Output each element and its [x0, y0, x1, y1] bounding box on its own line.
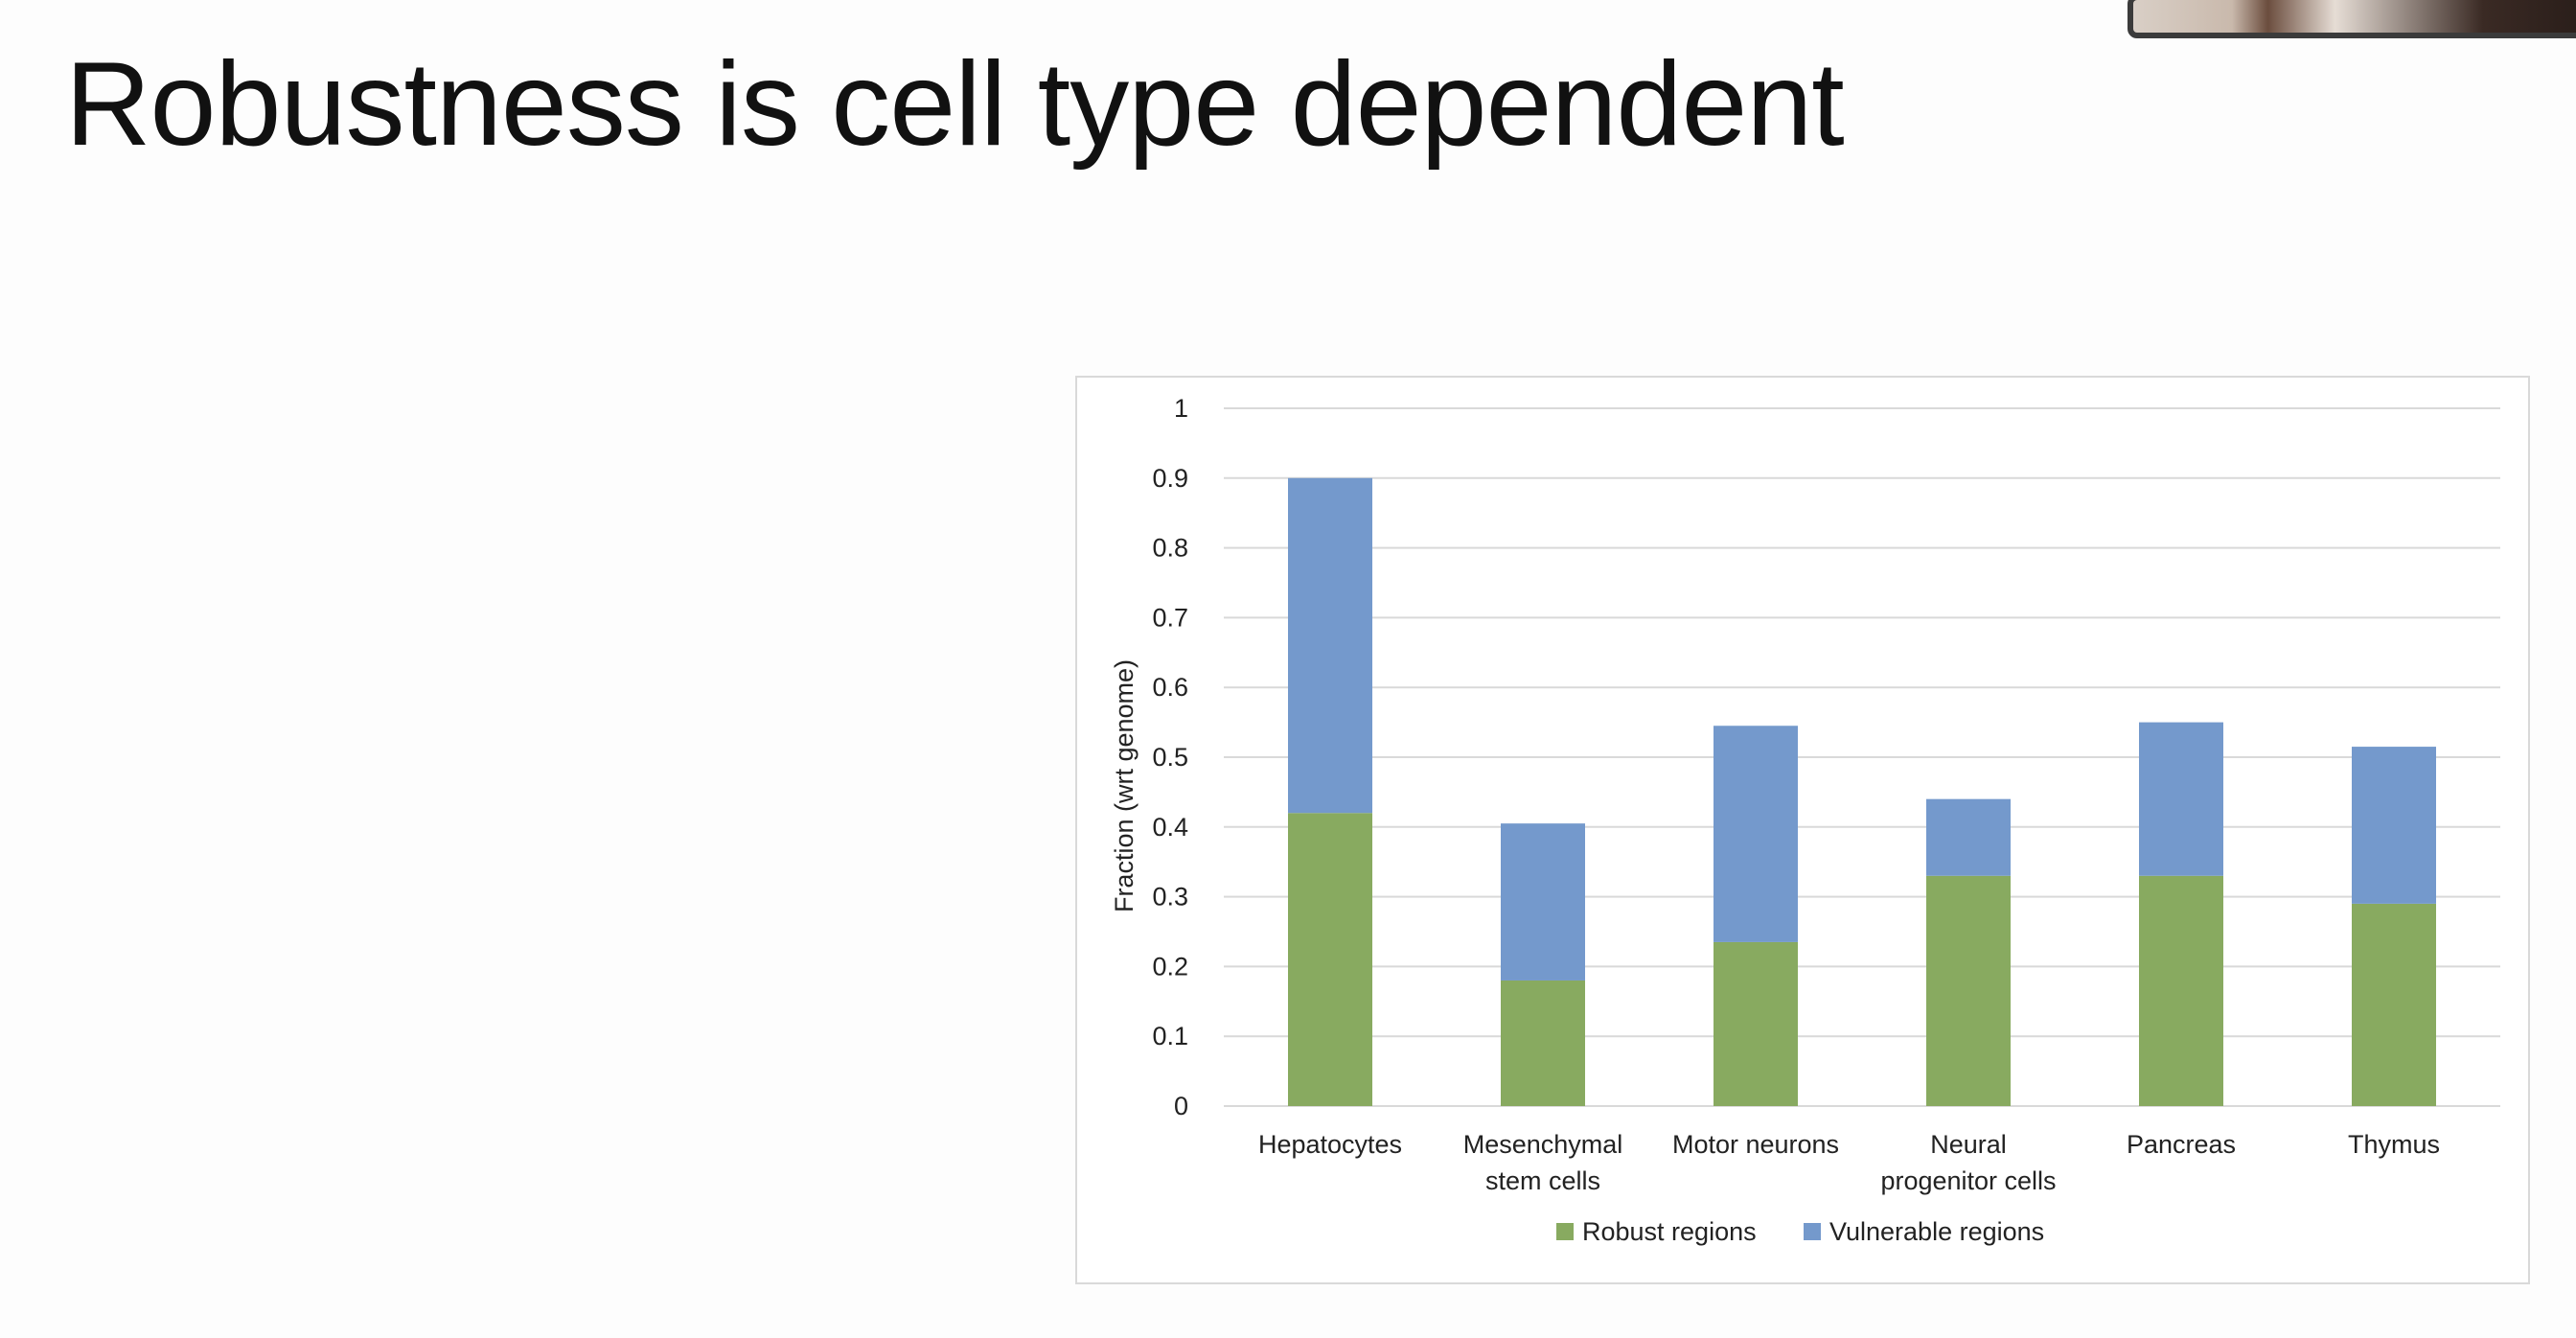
- bar-vulnerable: [2352, 747, 2436, 904]
- y-tick-label: 0.9: [1152, 464, 1188, 493]
- y-tick-label: 0.5: [1152, 743, 1188, 772]
- x-category-label: Motor neurons: [1672, 1130, 1839, 1159]
- legend-swatch-robust: [1556, 1223, 1574, 1240]
- bar-vulnerable: [1926, 798, 2011, 876]
- slide-title: Robustness is cell type dependent: [65, 38, 1845, 171]
- legend-swatch-vulnerable: [1804, 1223, 1821, 1240]
- bar-vulnerable: [2139, 722, 2223, 876]
- x-category-label: Neural: [1930, 1130, 2007, 1159]
- x-category-label: Hepatocytes: [1258, 1130, 1402, 1159]
- bar-vulnerable: [1288, 477, 1372, 814]
- y-tick-label: 0.3: [1152, 883, 1188, 911]
- y-tick-label: 1: [1174, 394, 1188, 423]
- bar-robust: [1501, 980, 1585, 1106]
- bar-robust: [1926, 875, 2011, 1106]
- stacked-bar-chart: 0 0.1 0.2 0.3 0.4 0.5 0.6 0.7 0.8 0.9 1 Hepatocyte…: [1110, 394, 2500, 1246]
- chart-frame: 0 0.1 0.2 0.3 0.4 0.5 0.6 0.7 0.8 0.9 1 Hepatocyte…: [1075, 376, 2530, 1284]
- presenter-video-thumbnail[interactable]: [2128, 0, 2576, 38]
- x-category-label: Pancreas: [2127, 1130, 2236, 1159]
- y-axis-title: Fraction (wrt genome): [1110, 659, 1138, 912]
- x-category-label: progenitor cells: [1880, 1166, 2056, 1195]
- bar-robust: [1714, 941, 1798, 1106]
- bar-vulnerable: [1714, 726, 1798, 942]
- bar-robust: [1288, 813, 1372, 1106]
- x-category-label: Mesenchymal: [1463, 1130, 1623, 1159]
- bar-robust: [2352, 903, 2436, 1106]
- x-category-label: Thymus: [2348, 1130, 2440, 1159]
- bar-robust: [2139, 875, 2223, 1106]
- legend-label-vulnerable: Vulnerable regions: [1829, 1217, 2044, 1246]
- y-tick-label: 0.2: [1152, 952, 1188, 980]
- y-tick-label: 0.7: [1152, 603, 1188, 632]
- bar-vulnerable: [1501, 823, 1585, 980]
- y-tick-label: 0.4: [1152, 813, 1188, 842]
- legend-label-robust: Robust regions: [1582, 1217, 1757, 1246]
- x-category-label: stem cells: [1485, 1166, 1600, 1195]
- y-tick-label: 0.6: [1152, 673, 1188, 702]
- y-tick-label: 0: [1174, 1092, 1188, 1120]
- y-tick-label: 0.1: [1152, 1022, 1188, 1050]
- video-feed: [2133, 0, 2576, 33]
- y-tick-label: 0.8: [1152, 534, 1188, 563]
